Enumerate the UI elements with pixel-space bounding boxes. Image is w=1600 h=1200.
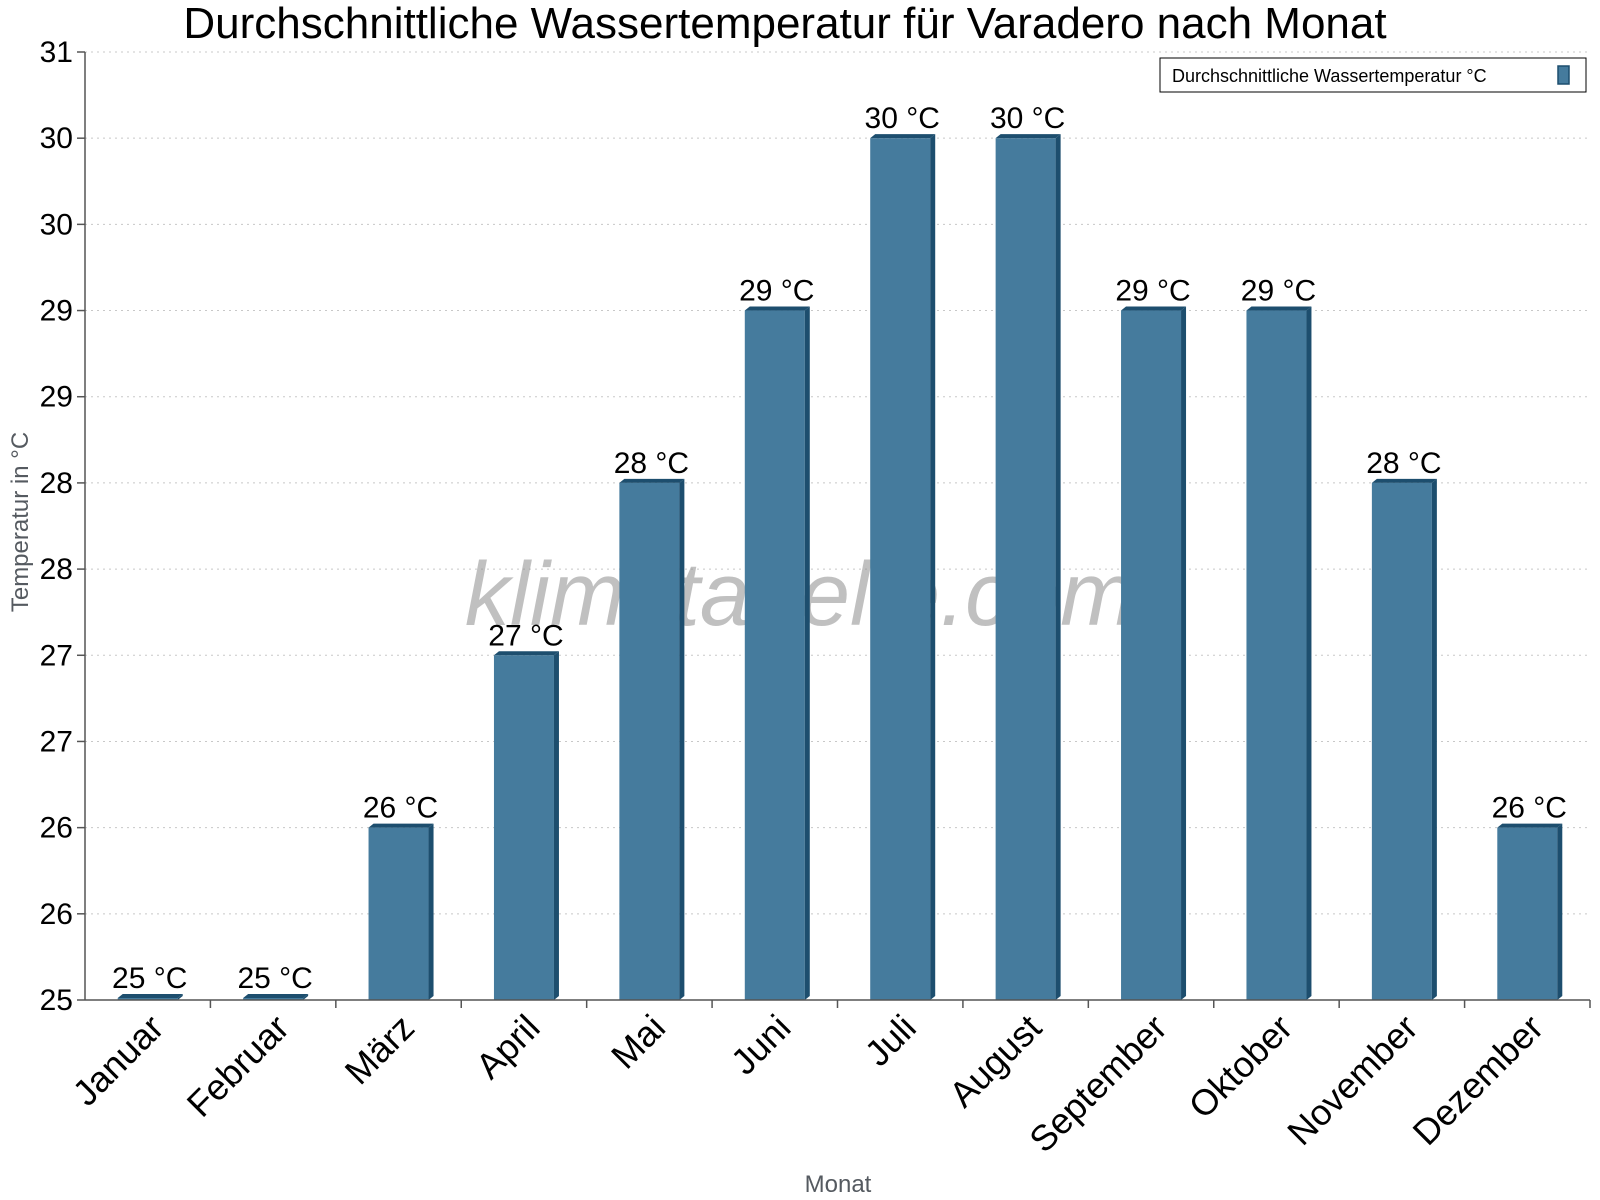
data-label: 30 °C [865, 102, 940, 135]
x-tick-label: Februar [179, 1007, 297, 1125]
bar-side [553, 651, 559, 1000]
y-tick-label: 30 [40, 208, 73, 241]
x-tick-label: Januar [65, 1007, 172, 1114]
bar [619, 482, 680, 1001]
bar-top [368, 823, 434, 828]
y-tick-label: 30 [40, 122, 73, 155]
bar-top [1246, 306, 1312, 311]
y-tick-label: 29 [40, 381, 73, 414]
x-tick-label: Dezember [1405, 1007, 1551, 1153]
data-labels: 25 °C 25 °C 26 °C 27 °C 28 °C 29 °C 30 °C 30 °C… [112, 102, 1567, 995]
data-label: 26 °C [1492, 792, 1567, 825]
bar-top [1497, 823, 1563, 828]
bar-top [1371, 478, 1437, 483]
x-tick-label: April [468, 1007, 548, 1087]
x-tick-label: Mai [603, 1007, 673, 1077]
bar [1497, 827, 1558, 1000]
bar-side [428, 823, 434, 1000]
y-tick-label: 29 [40, 295, 73, 328]
chart-title: Durchschnittliche Wassertemperatur für V… [183, 0, 1386, 48]
y-tick-label: 28 [40, 467, 73, 500]
data-label: 29 °C [739, 275, 814, 308]
bar [995, 138, 1056, 1000]
x-tick-label: Juli [857, 1007, 924, 1074]
legend: Durchschnittliche Wassertemperatur °C [1159, 57, 1587, 93]
x-tick-label: August [941, 1007, 1049, 1115]
bar-side [1055, 134, 1061, 1000]
data-label: 29 °C [1115, 275, 1190, 308]
bar-top [493, 651, 559, 656]
bar [493, 655, 554, 1000]
bar-side [177, 994, 183, 1000]
bar [1121, 310, 1182, 1001]
bar-top [117, 994, 183, 998]
y-tick-label: 26 [40, 812, 73, 845]
bar [1371, 482, 1432, 1001]
bar-top [1121, 306, 1187, 311]
bar [1246, 310, 1307, 1001]
y-tick-label: 25 [40, 984, 73, 1017]
data-label: 28 °C [1366, 447, 1441, 480]
x-tick-label: Juni [723, 1007, 799, 1083]
bar-top [870, 134, 936, 139]
x-tick-label: März [337, 1007, 423, 1093]
legend-box [1159, 57, 1587, 93]
x-tick-label: September [1021, 1007, 1175, 1161]
bar-side [1431, 478, 1437, 1001]
x-tick-label: November [1279, 1007, 1425, 1153]
data-label: 29 °C [1241, 275, 1316, 308]
bar-side [1306, 306, 1312, 1001]
y-tick-label: 26 [40, 898, 73, 931]
x-axis-label: Monat [805, 1171, 872, 1198]
legend-label: Durchschnittliche Wassertemperatur °C [1172, 66, 1487, 86]
data-label: 28 °C [614, 447, 689, 480]
bar-side [930, 134, 936, 1000]
y-tick-label: 28 [40, 553, 73, 586]
x-tick-label: Oktober [1181, 1007, 1301, 1127]
bar [117, 998, 178, 1000]
grid [85, 51, 1590, 915]
bar-top [243, 994, 309, 998]
bar [870, 138, 931, 1000]
bar-side [303, 994, 309, 1000]
y-tick-label: 27 [40, 725, 73, 758]
y-tick-label: 31 [40, 36, 73, 69]
bar [243, 998, 304, 1000]
bar [368, 827, 429, 1000]
bar-side [679, 478, 685, 1001]
data-label: 27 °C [488, 619, 563, 652]
y-axis-label: Temperatur in °C [7, 432, 34, 612]
bar [744, 310, 805, 1001]
data-label: 25 °C [237, 962, 312, 995]
legend-swatch [1557, 65, 1570, 85]
bar-side [1557, 823, 1563, 1000]
bar-top [995, 134, 1061, 139]
data-label: 30 °C [990, 102, 1065, 135]
data-label: 25 °C [112, 962, 187, 995]
bars [117, 134, 1563, 1001]
bar-top [619, 478, 685, 483]
bar-top [744, 306, 810, 311]
bar-side [804, 306, 810, 1001]
y-tick-label: 27 [40, 639, 73, 672]
data-label: 26 °C [363, 792, 438, 825]
bar-side [1181, 306, 1187, 1001]
